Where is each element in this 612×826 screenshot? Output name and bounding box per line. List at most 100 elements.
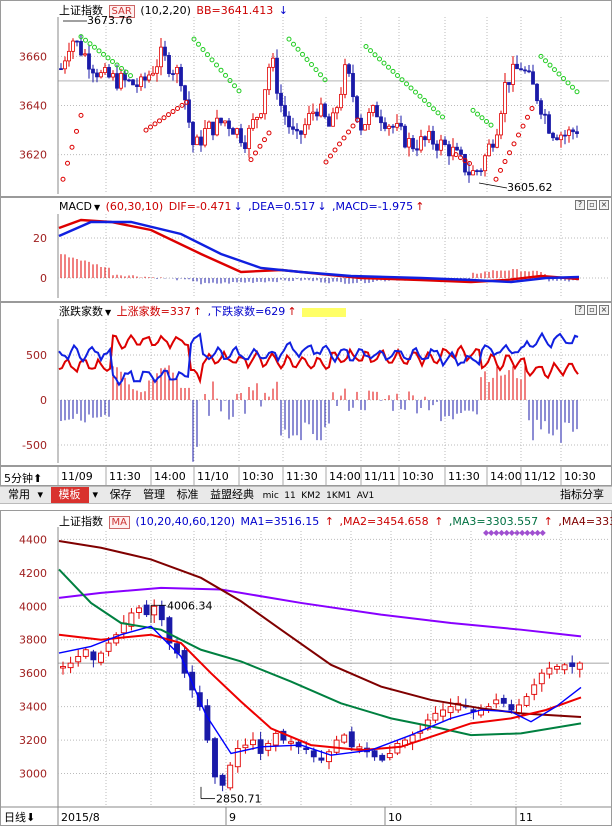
tab-av1[interactable]: AV1 — [356, 491, 375, 501]
candle-down — [383, 122, 387, 129]
tab-classic[interactable]: 益盟经典 — [210, 488, 255, 501]
candle-up — [371, 105, 375, 113]
tab-11[interactable]: 11 — [284, 491, 296, 501]
daily-indicator-selector[interactable]: MA — [108, 516, 130, 529]
time-label: 14:00 — [329, 470, 361, 483]
tab-1km1[interactable]: 1KM1 — [326, 491, 352, 501]
y-tick-label: 500 — [26, 349, 47, 362]
tab-common-label: 常用 — [8, 488, 30, 501]
candle-down — [95, 72, 99, 78]
time-axis-labels: 11/09 11:30 14:00 11/10 10:30 11:30 14:00 11/11… — [57, 467, 596, 485]
daily-candle-up — [288, 741, 294, 744]
sar-dot — [488, 122, 494, 128]
sar-dot — [413, 89, 418, 95]
close-icon[interactable]: × — [599, 200, 609, 210]
time-label: 10:30 — [242, 470, 274, 483]
candle-up — [151, 72, 155, 76]
breadth-chart[interactable]: 500 0 -500 — [1, 303, 611, 465]
close-icon[interactable]: × — [599, 305, 609, 315]
y-tick-label: 3600 — [19, 667, 47, 680]
sar-dot — [516, 132, 521, 138]
daily-x-label: 11 — [519, 811, 533, 824]
intraday-candles[interactable]: 3660 3640 3620 3673.76 3605.62 — [1, 1, 611, 196]
breadth-dropdown-icon[interactable]: ▼ — [105, 308, 112, 317]
tab-common[interactable]: 常用 ▾ — [0, 487, 47, 503]
sar-dot — [218, 67, 224, 73]
candle-up — [319, 103, 323, 117]
candle-up — [147, 74, 151, 81]
up-count-line — [58, 333, 579, 385]
candle-down — [179, 67, 183, 87]
sar-dot — [417, 93, 423, 99]
help-icon[interactable]: ? — [575, 305, 585, 315]
candle-down — [463, 154, 467, 173]
tab-mic[interactable]: mic — [262, 491, 279, 501]
tab-km2[interactable]: KM2 — [301, 491, 321, 501]
candle-down — [435, 143, 439, 151]
daily-period-label[interactable]: 日线⬇ — [4, 809, 35, 825]
period-text: 5分钟 — [4, 472, 33, 485]
daily-candle-up — [455, 702, 462, 711]
time-label: 14:00 — [490, 470, 522, 483]
ma1-arrow: ↑ — [324, 515, 334, 528]
macd-dropdown-icon[interactable]: ▼ — [93, 203, 101, 212]
candle-down — [323, 103, 327, 118]
macd-name[interactable]: MACD — [59, 200, 92, 213]
indicator-selector[interactable]: SAR — [108, 5, 135, 18]
min-leader — [478, 182, 508, 189]
sar-dot — [556, 71, 562, 77]
candle-up — [271, 57, 275, 68]
sar-dot — [547, 62, 553, 68]
period-label[interactable]: 5分钟⬆ — [4, 470, 42, 486]
sar-dot — [346, 129, 351, 135]
time-label: 11:30 — [448, 470, 480, 483]
sar-dot — [426, 102, 432, 108]
sar-dot — [529, 105, 535, 111]
candle-up — [247, 127, 251, 150]
daily-candle-up — [341, 734, 348, 743]
max-label: 3673.76 — [87, 14, 133, 27]
candle-up — [71, 40, 75, 52]
breadth-name[interactable]: 涨跌家数 — [59, 305, 103, 318]
time-label: 11/11 — [364, 470, 396, 483]
sar-dot — [368, 48, 373, 54]
daily-candles[interactable]: 4400 4200 4000 3800 3600 3400 3200 3000 4006.34 2… — [1, 511, 611, 825]
dea-value: ,DEA=0.517 — [248, 200, 316, 213]
candle-up — [439, 139, 443, 151]
indicator-share-button[interactable]: 指标分享 — [560, 488, 604, 501]
sar-dot — [200, 46, 206, 52]
candle-up — [111, 73, 115, 78]
candle-down — [131, 79, 135, 86]
candle-down — [455, 146, 459, 151]
candle-down — [515, 63, 519, 70]
candle-up — [255, 117, 259, 120]
y-tick-label: 4000 — [19, 600, 47, 613]
tab-template[interactable]: 模板 — [50, 487, 89, 503]
candle-down — [115, 73, 119, 89]
tab-standard[interactable]: 标准 — [176, 488, 199, 501]
restore-icon[interactable]: ▫ — [587, 200, 597, 210]
tab-save[interactable]: 保存 — [109, 488, 132, 501]
tab-manage[interactable]: 管理 — [143, 488, 166, 501]
candle-down — [411, 138, 415, 150]
sar-dot — [404, 81, 409, 87]
sar-dot — [304, 56, 310, 62]
help-icon[interactable]: ? — [575, 200, 585, 210]
candle-down — [239, 128, 243, 144]
candle-up — [207, 121, 211, 129]
candle-up — [67, 50, 71, 62]
sar-dot — [60, 176, 66, 182]
restore-icon[interactable]: ▫ — [587, 305, 597, 315]
y-tick-label: 3620 — [19, 149, 47, 162]
macd-chart[interactable]: 20 0 — [1, 198, 611, 301]
candle-up — [263, 89, 267, 115]
bb-value: BB=3641.413 — [196, 4, 274, 17]
daily-candle-up — [98, 652, 104, 663]
sar-dot — [493, 176, 499, 182]
sar-dot — [341, 135, 347, 141]
daily-candle-up — [561, 664, 568, 671]
tab-template-label: 模板 — [58, 488, 81, 501]
tab-template-dropdown[interactable]: ▾ — [92, 488, 99, 501]
candle-down — [275, 57, 279, 94]
sar-dot — [78, 112, 84, 118]
